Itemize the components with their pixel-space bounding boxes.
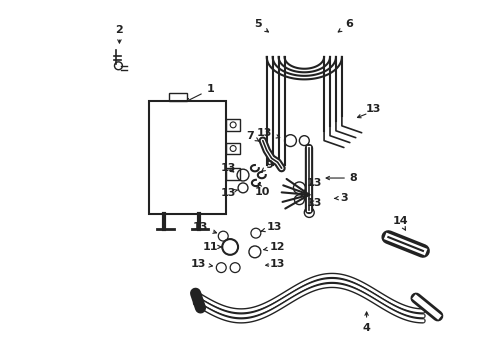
Text: 10: 10 <box>255 184 270 197</box>
Text: 13: 13 <box>261 222 282 232</box>
Bar <box>226 119 240 131</box>
Text: 6: 6 <box>338 19 352 32</box>
Text: 13: 13 <box>306 198 321 208</box>
Bar <box>226 143 240 154</box>
Bar <box>149 101 226 215</box>
Bar <box>168 93 186 101</box>
Text: 7: 7 <box>245 131 259 141</box>
Text: 14: 14 <box>391 216 407 230</box>
Text: 2: 2 <box>115 25 123 35</box>
Text: 13: 13 <box>220 163 235 173</box>
Text: 5: 5 <box>253 19 268 32</box>
Text: 9: 9 <box>261 160 273 171</box>
Text: 13: 13 <box>306 178 321 188</box>
Text: 11: 11 <box>202 242 221 252</box>
Text: 13: 13 <box>190 259 212 269</box>
Text: 12: 12 <box>264 242 285 252</box>
Text: 4: 4 <box>362 312 370 333</box>
Text: 13: 13 <box>220 188 235 198</box>
Text: 8: 8 <box>325 173 357 183</box>
Text: 13: 13 <box>257 128 279 138</box>
Text: 13: 13 <box>192 222 216 233</box>
Bar <box>226 168 240 180</box>
Text: 1: 1 <box>186 84 214 102</box>
Text: 13: 13 <box>365 104 381 114</box>
Text: 3: 3 <box>334 193 347 203</box>
Text: 13: 13 <box>269 259 285 269</box>
